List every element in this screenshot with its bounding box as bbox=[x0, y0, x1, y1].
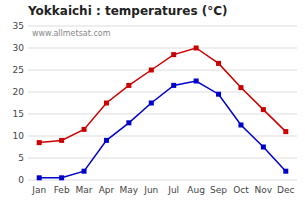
series-marker bbox=[261, 107, 266, 112]
y-tick-label: 10 bbox=[13, 131, 25, 141]
series-marker bbox=[171, 52, 176, 57]
grid-line bbox=[28, 70, 297, 71]
series-marker bbox=[171, 83, 176, 88]
y-tick-label: 5 bbox=[18, 153, 24, 163]
y-tick-label: 35 bbox=[13, 21, 24, 31]
series-marker bbox=[283, 169, 288, 174]
series-marker bbox=[126, 83, 131, 88]
series-marker bbox=[216, 61, 221, 66]
x-tick-label: Jun bbox=[143, 185, 158, 195]
series-marker bbox=[37, 140, 42, 145]
watermark: www.allmetsat.com bbox=[32, 29, 111, 38]
series-marker bbox=[59, 175, 64, 180]
series-line bbox=[39, 48, 286, 143]
series-marker bbox=[149, 68, 154, 73]
x-tick-label: Aug bbox=[187, 185, 205, 195]
series-marker bbox=[82, 169, 87, 174]
chart-root: Yokkaichi : temperatures (°C) 0 5 10 15 20 25 3… bbox=[0, 0, 305, 200]
x-tick-label: Jul bbox=[167, 185, 179, 195]
series-marker bbox=[238, 123, 243, 128]
series-marker bbox=[149, 101, 154, 106]
series-marker bbox=[238, 85, 243, 90]
series-marker bbox=[283, 129, 288, 134]
series-marker bbox=[104, 101, 109, 106]
y-axis: 0 5 10 15 20 25 30 35 bbox=[13, 21, 297, 185]
series-marker bbox=[194, 79, 199, 84]
grid-line bbox=[28, 158, 297, 159]
x-tick-label: Feb bbox=[54, 185, 70, 195]
plot-area bbox=[37, 46, 289, 181]
series-marker bbox=[82, 127, 87, 132]
x-tick-label: Jan bbox=[31, 185, 46, 195]
series-marker bbox=[59, 138, 64, 143]
x-tick-label: Sep bbox=[210, 185, 227, 195]
x-tick-label: Apr bbox=[99, 185, 115, 195]
chart-title: Yokkaichi : temperatures (°C) bbox=[27, 4, 227, 18]
series-line bbox=[39, 81, 286, 178]
series-marker bbox=[216, 92, 221, 97]
grid-line bbox=[28, 114, 297, 115]
series-marker bbox=[126, 120, 131, 125]
chart-svg: Yokkaichi : temperatures (°C) 0 5 10 15 20 25 3… bbox=[0, 0, 305, 200]
grid-line bbox=[28, 92, 297, 93]
series-marker bbox=[194, 46, 199, 51]
series-marker bbox=[261, 145, 266, 150]
x-tick-label: Nov bbox=[255, 185, 273, 195]
x-tick-label: May bbox=[120, 185, 139, 195]
y-tick-label: 0 bbox=[18, 175, 24, 185]
series-marker bbox=[104, 138, 109, 143]
x-tick-label: Mar bbox=[76, 185, 93, 195]
y-tick-label: 25 bbox=[13, 65, 24, 75]
x-axis: Jan Feb Mar Apr May Jun Jul Aug Sep Oct Nov Dec bbox=[31, 185, 294, 195]
y-tick-label: 30 bbox=[13, 43, 25, 53]
series-marker bbox=[37, 175, 42, 180]
y-tick-label: 15 bbox=[13, 109, 24, 119]
grid-line bbox=[28, 180, 297, 181]
y-tick-label: 20 bbox=[13, 87, 25, 97]
x-tick-label: Dec bbox=[277, 185, 294, 195]
grid-line bbox=[28, 26, 297, 27]
grid-line bbox=[28, 48, 297, 49]
x-tick-label: Oct bbox=[233, 185, 249, 195]
